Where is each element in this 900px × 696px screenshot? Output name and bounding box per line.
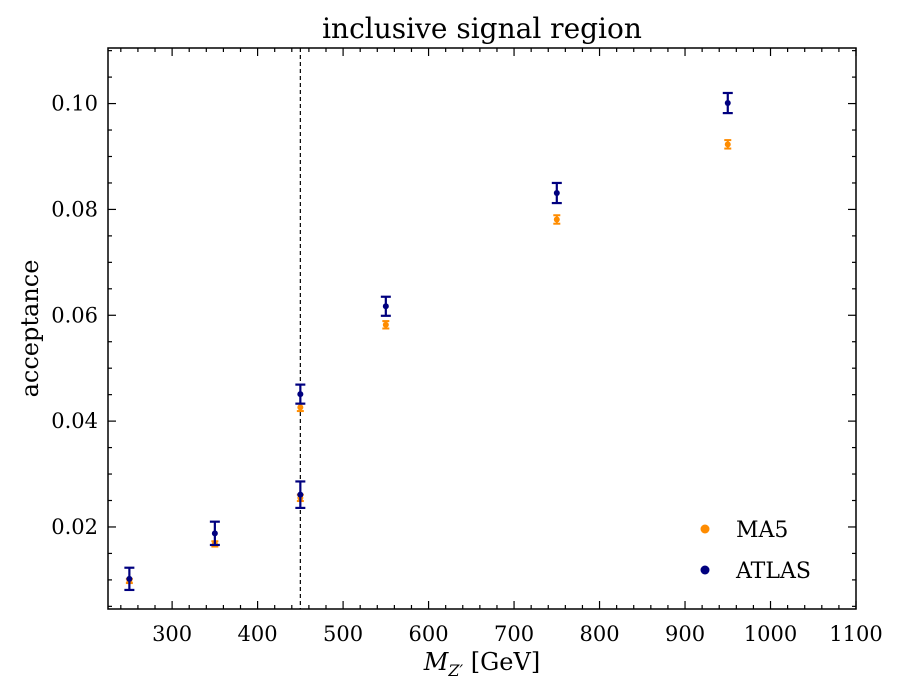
ma5-point xyxy=(382,320,390,330)
legend-entry-ma5: MA5 xyxy=(700,518,788,543)
x-tick-label: 300 xyxy=(152,622,192,646)
ma5-marker xyxy=(297,404,304,411)
legend-marker-ma5 xyxy=(700,524,710,534)
y-tick-label: 0.06 xyxy=(51,303,98,327)
y-tick-label: 0.02 xyxy=(51,515,98,539)
ma5-point xyxy=(553,214,561,225)
atlas-point xyxy=(551,181,562,205)
axis-ticks: 300 400 500 600 700 800 900 1000 1100 0.02 0.04 0.0… xyxy=(51,48,883,646)
legend: MA5 ATLAS xyxy=(700,518,811,584)
x-tick-label: 700 xyxy=(494,622,534,646)
atlas-marker xyxy=(553,190,560,197)
x-tick-label: 400 xyxy=(238,622,278,646)
ma5-point xyxy=(296,402,304,413)
axis-labels: inclusive signal region acceptance MZ′ [… xyxy=(16,12,642,680)
atlas-point xyxy=(209,520,220,547)
x-axis-label: MZ′ [GeV] xyxy=(423,648,540,680)
atlas-point xyxy=(124,566,135,592)
legend-label-atlas: ATLAS xyxy=(735,559,811,584)
legend-label-ma5: MA5 xyxy=(736,518,788,543)
atlas-point xyxy=(722,91,733,115)
x-tick-label: 1100 xyxy=(829,622,882,646)
ma5-marker xyxy=(553,216,560,223)
x-tick-label: 500 xyxy=(323,622,363,646)
x-axis-label-unit: [GeV] xyxy=(463,648,540,676)
x-tick-label: 800 xyxy=(579,622,619,646)
x-axis-label-symbol: M xyxy=(423,648,450,676)
ma5-marker xyxy=(724,141,731,148)
legend-entry-atlas: ATLAS xyxy=(700,559,811,584)
data-marks xyxy=(124,91,733,592)
atlas-point xyxy=(380,295,391,317)
x-tick-label: 1000 xyxy=(744,622,797,646)
plot-frame xyxy=(107,47,857,610)
atlas-marker xyxy=(211,530,218,537)
x-tick-label: 600 xyxy=(409,622,449,646)
ma5-point xyxy=(724,139,732,150)
atlas-point xyxy=(295,480,306,510)
chart-title: inclusive signal region xyxy=(322,12,642,45)
y-tick-label: 0.10 xyxy=(51,92,98,116)
y-tick-label: 0.04 xyxy=(51,409,98,433)
atlas-marker xyxy=(382,303,389,310)
atlas-marker xyxy=(297,391,304,398)
x-tick-label: 900 xyxy=(665,622,705,646)
atlas-marker xyxy=(297,491,304,498)
legend-marker-atlas xyxy=(700,565,710,575)
atlas-point xyxy=(295,383,306,405)
atlas-marker xyxy=(126,575,133,582)
y-tick-label: 0.08 xyxy=(51,197,98,221)
atlas-marker xyxy=(724,100,731,107)
y-axis-label: acceptance xyxy=(16,260,44,398)
ma5-marker xyxy=(382,321,389,328)
x-axis-label-subscript: Z′ xyxy=(447,661,463,680)
